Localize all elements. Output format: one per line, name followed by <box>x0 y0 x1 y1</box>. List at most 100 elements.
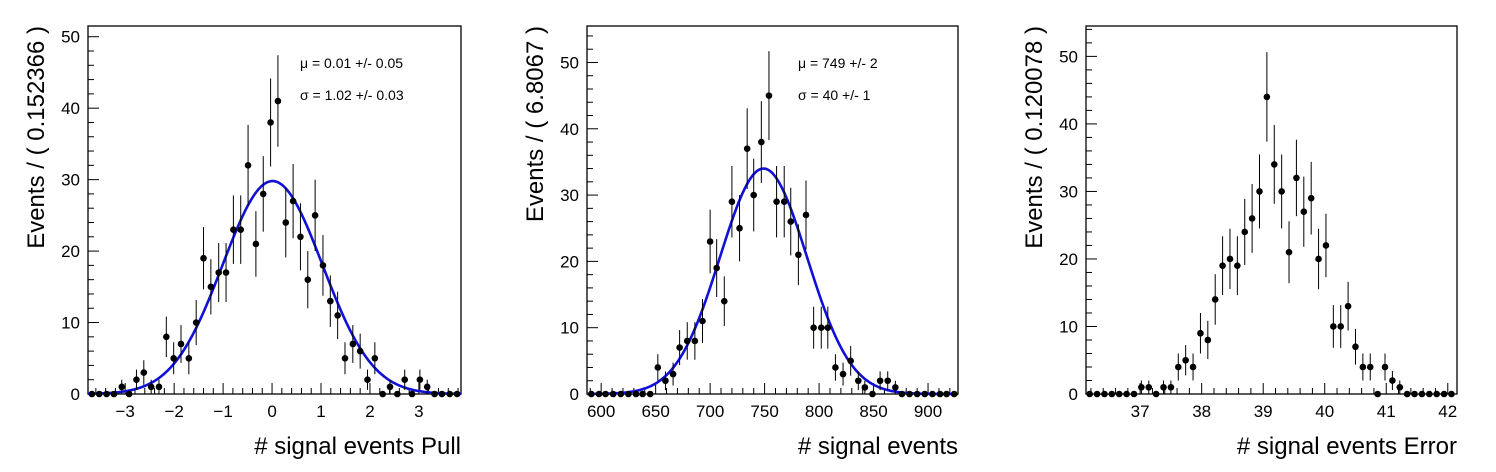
data-point <box>743 145 751 152</box>
data-point <box>1307 194 1315 202</box>
data-point <box>274 97 282 105</box>
y-tick-label: 10 <box>1059 317 1078 336</box>
data-point <box>1197 329 1204 337</box>
data-point <box>706 238 714 245</box>
data-point <box>943 390 950 398</box>
data-point <box>163 333 170 341</box>
x-axis-title: # signal events Error <box>1237 433 1457 460</box>
y-tick-label: 50 <box>560 53 579 72</box>
data-point <box>639 390 646 398</box>
data-point <box>311 212 319 219</box>
y-tick-label: 50 <box>1059 47 1078 66</box>
x-axis-title: # signal events <box>798 433 958 460</box>
x-tick-label: 37 <box>1131 402 1150 421</box>
fit-sigma-label: σ = 1.02 +/- 0.03 <box>300 87 404 103</box>
data-point <box>787 218 795 225</box>
data-point <box>297 233 304 241</box>
data-point <box>386 383 394 391</box>
data-point <box>364 376 371 384</box>
data-point <box>921 390 929 398</box>
data-point <box>423 383 431 391</box>
data-point <box>88 390 96 398</box>
data-point <box>1403 390 1411 398</box>
data-point <box>1359 363 1367 371</box>
data-point <box>950 390 958 398</box>
data-point <box>654 364 662 371</box>
data-point <box>416 376 424 384</box>
chart-panel-signal-events-error: 37 38 39 40 41 42 0 10 20 30 40 50 # signal events E… <box>1021 25 1458 460</box>
x-tick-label: 38 <box>1192 402 1211 421</box>
data-point <box>244 162 252 169</box>
fit-mean-label: μ = 0.01 +/- 0.05 <box>300 55 403 71</box>
data-point <box>832 364 839 371</box>
data-point <box>906 390 913 398</box>
y-tick-label: 10 <box>560 319 579 338</box>
data-point <box>1093 390 1101 398</box>
data-point <box>1426 390 1433 398</box>
data-point <box>595 390 603 398</box>
data-point <box>1330 323 1337 330</box>
x-tick-label: 3 <box>414 402 423 421</box>
x-tick-label: 650 <box>641 402 669 421</box>
y-tick-label: 40 <box>61 99 80 118</box>
data-point <box>379 390 386 398</box>
data-point <box>1433 390 1440 398</box>
data-point <box>892 384 899 391</box>
data-point <box>824 324 832 331</box>
data-point <box>230 226 237 233</box>
x-tick-label: 41 <box>1377 402 1396 421</box>
data-point <box>222 269 230 276</box>
data-point <box>319 262 327 269</box>
data-point <box>431 390 438 398</box>
data-point <box>408 390 416 398</box>
gaussian-fit-curve <box>586 167 958 396</box>
x-tick-label: 39 <box>1254 402 1273 421</box>
data-point <box>327 297 334 305</box>
x-tick-label: 750 <box>750 402 778 421</box>
data-point <box>1263 93 1271 101</box>
data-point <box>200 254 207 262</box>
data-point <box>869 390 876 398</box>
data-point <box>394 390 401 398</box>
data-point <box>185 354 193 362</box>
plot-frame <box>586 25 959 395</box>
data-point <box>699 317 706 325</box>
data-point <box>1396 383 1404 391</box>
data-point <box>1182 356 1189 364</box>
data-point <box>1418 390 1426 398</box>
data-point <box>371 354 379 362</box>
data-point <box>110 390 118 398</box>
data-point <box>617 390 625 398</box>
data-point <box>1219 262 1226 270</box>
data-point <box>1374 390 1381 398</box>
data-point <box>588 390 595 398</box>
data-point <box>192 319 200 326</box>
y-tick-label: 20 <box>560 252 579 271</box>
x-tick-label: 42 <box>1438 402 1457 421</box>
y-tick-label: 0 <box>71 385 80 404</box>
data-point <box>847 357 854 365</box>
data-point <box>1366 363 1374 371</box>
y-axis-title: Events / ( 6.8067 ) <box>522 26 549 222</box>
data-point <box>1337 323 1345 330</box>
x-tick-label: 900 <box>914 402 942 421</box>
x-tick-label: 2 <box>365 402 374 421</box>
data-point <box>773 198 780 206</box>
data-point <box>913 390 921 398</box>
data-point <box>259 190 267 198</box>
data-point <box>758 138 765 146</box>
data-point <box>282 219 290 226</box>
data-point <box>170 354 177 362</box>
fit-sigma-label: σ = 40 +/- 1 <box>798 87 871 103</box>
data-point <box>876 377 884 385</box>
data-point <box>1145 383 1153 391</box>
data-point <box>125 390 133 398</box>
data-point <box>177 340 185 348</box>
data-point <box>691 337 699 345</box>
data-point <box>1256 188 1263 195</box>
data-point <box>252 240 260 248</box>
data-point <box>750 191 758 199</box>
data-point <box>669 370 677 378</box>
